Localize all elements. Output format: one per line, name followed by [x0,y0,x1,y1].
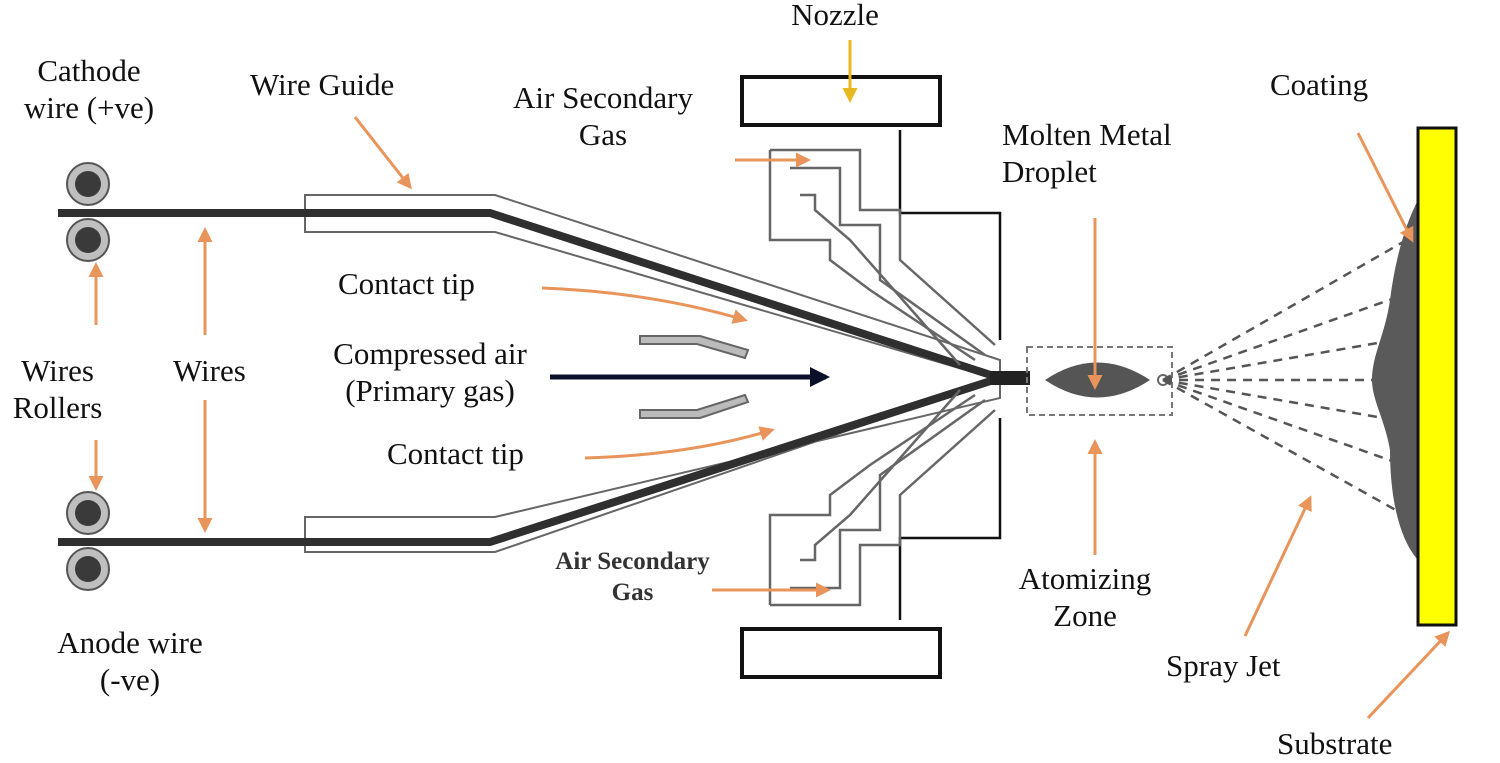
label-compressed-air: Compressed air (Primary gas) [333,336,527,409]
coating-layer [1372,200,1418,560]
substrate-plate [1416,126,1458,627]
arrow-coating [1356,132,1414,243]
label-arrows [88,116,1451,720]
label-substrate: Substrate [1277,726,1393,761]
contact-tip-piece-top [639,335,750,360]
anode-wire [58,374,1002,546]
label-spray-jet: Spray Jet [1166,648,1281,683]
label-atomizing-zone: Atomizing Zone [1018,561,1152,634]
nozzle-block-bottom [740,627,942,679]
nozzle-body-top [898,130,1002,340]
arrow-contact-tip-top [541,286,748,324]
cathode-wire [58,209,1002,382]
label-anode-wire: Anode wire (-ve) [57,625,203,698]
label-air-secondary-gas-top: Air Secondary Gas [513,80,693,153]
roller-bottom-lower [66,547,110,591]
nozzle-body-bottom [898,418,1002,620]
arrow-wire-guide [353,116,412,190]
label-wires-rollers: Wires Rollers [12,353,103,426]
arrow-spray-jet [1243,495,1312,637]
label-contact-tip-bottom: Contact tip [387,436,524,471]
gas-channel-bottom [768,389,996,607]
nozzle-block-top [740,75,942,127]
label-wire-guide: Wire Guide [250,67,395,102]
roller-top-lower [66,218,110,262]
label-molten-metal-droplet: Molten Metal Droplet [1002,117,1172,190]
wire-tip [990,371,1030,385]
arrow-contact-tip-bottom [584,426,775,460]
label-wires: Wires [173,353,246,388]
spray-jet-lines [1162,236,1411,520]
roller-bottom-upper [66,491,110,535]
label-contact-tip-top: Contact tip [338,266,475,301]
roller-top-upper [66,162,110,206]
label-air-secondary-gas-bottom: Air Secondary Gas [555,548,710,607]
label-nozzle: Nozzle [791,0,879,32]
atomizing-zone-box [1026,346,1173,416]
gas-channel-top [768,148,996,366]
label-coating: Coating [1270,67,1369,102]
label-cathode-wire: Cathode wire (+ve) [23,53,155,126]
molten-droplet [1045,362,1150,398]
contact-tip-piece-bottom [639,393,750,419]
arrow-substrate [1366,630,1451,720]
